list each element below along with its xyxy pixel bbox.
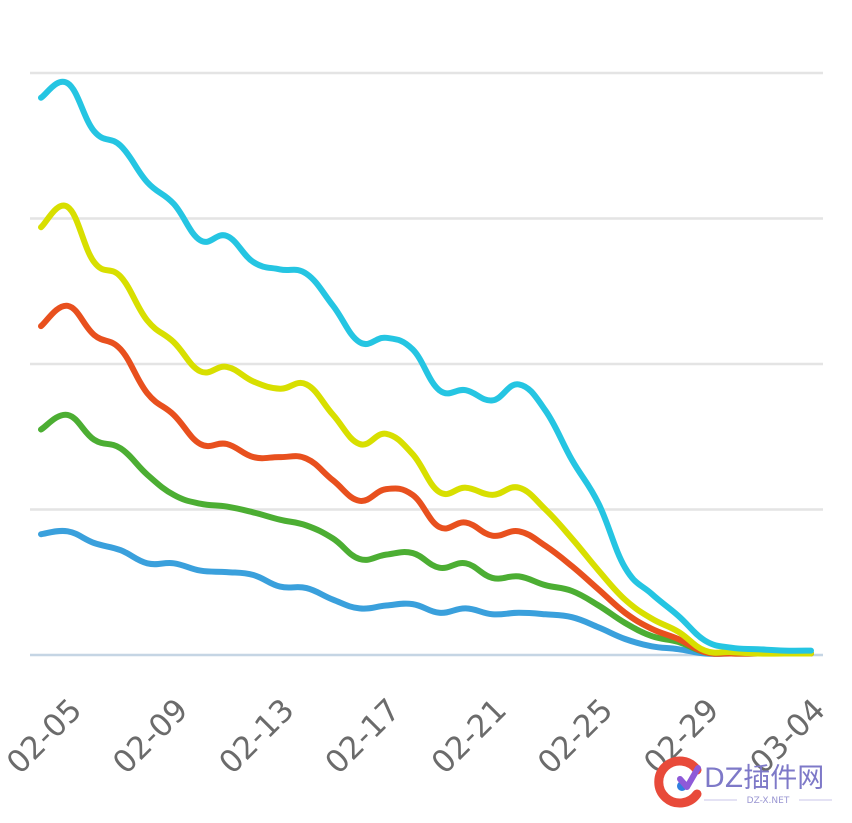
x-tick-label: 02-21 bbox=[425, 692, 514, 781]
watermark-logo-icon bbox=[654, 756, 702, 808]
watermark-url-text: DZ-X.NET bbox=[747, 796, 790, 806]
x-tick-label: 02-17 bbox=[319, 692, 408, 781]
x-tick-label: 02-25 bbox=[531, 692, 620, 781]
x-tick-label: 02-13 bbox=[212, 692, 301, 781]
gridlines bbox=[30, 71, 823, 511]
series-line-5 bbox=[38, 78, 814, 654]
series-line-3 bbox=[38, 302, 814, 657]
series-line-1 bbox=[38, 527, 814, 657]
watermark: DZ插件网 DZ-X.NET bbox=[654, 756, 832, 808]
watermark-brand-text: DZ插件网 bbox=[704, 763, 824, 794]
x-tick-label: 02-05 bbox=[0, 692, 89, 781]
x-tick-label: 02-09 bbox=[106, 692, 195, 781]
series-line-4 bbox=[38, 202, 814, 657]
series-line-2 bbox=[38, 411, 814, 657]
series-lines bbox=[38, 78, 814, 657]
